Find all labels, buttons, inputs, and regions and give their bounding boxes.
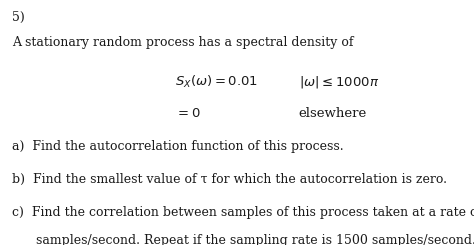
Text: a)  Find the autocorrelation function of this process.: a) Find the autocorrelation function of … bbox=[12, 140, 344, 153]
Text: elsewhere: elsewhere bbox=[299, 107, 367, 120]
Text: $= 0$: $= 0$ bbox=[175, 107, 201, 120]
Text: 5): 5) bbox=[12, 11, 25, 24]
Text: b)  Find the smallest value of τ for which the autocorrelation is zero.: b) Find the smallest value of τ for whic… bbox=[12, 173, 447, 186]
Text: $|\omega| \leq 1000\pi$: $|\omega| \leq 1000\pi$ bbox=[299, 74, 379, 89]
Text: A stationary random process has a spectral density of: A stationary random process has a spectr… bbox=[12, 36, 353, 49]
Text: c)  Find the correlation between samples of this process taken at a rate of 1000: c) Find the correlation between samples … bbox=[12, 206, 474, 219]
Text: $S_X(\omega) = 0.01$: $S_X(\omega) = 0.01$ bbox=[175, 74, 258, 90]
Text: samples/second. Repeat if the sampling rate is 1500 samples/second.: samples/second. Repeat if the sampling r… bbox=[12, 234, 474, 245]
